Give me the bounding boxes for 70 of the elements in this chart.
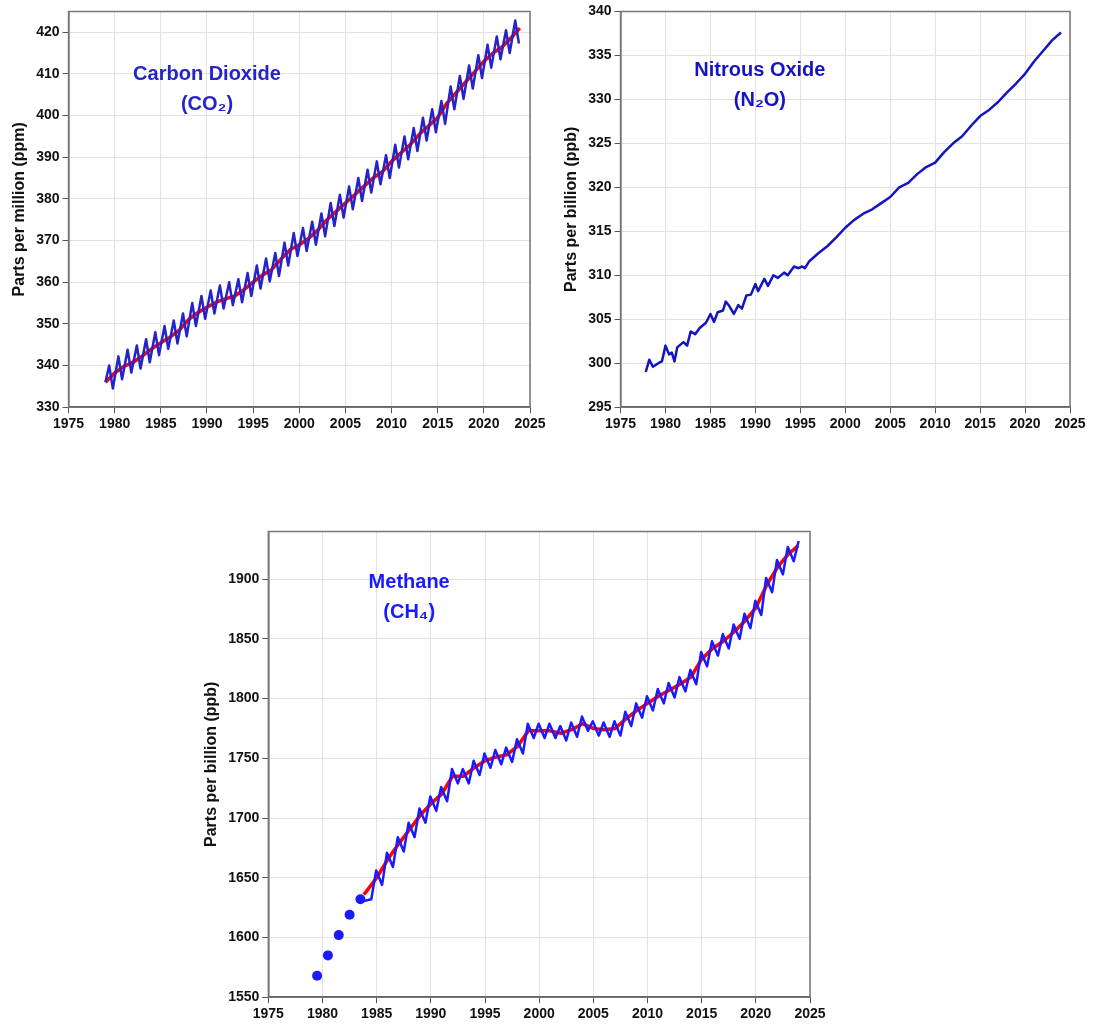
x-tick-label: 2020 [740, 1005, 772, 1022]
y-tick-label: 1650 [228, 868, 260, 885]
x-tick-label: 2020 [468, 415, 500, 432]
y-tick-label: 410 [36, 64, 60, 81]
y-tick-label: 320 [588, 178, 612, 195]
y-tick-label: 1750 [228, 749, 260, 766]
y-tick-label: 310 [588, 266, 612, 283]
x-tick-label: 1995 [784, 415, 817, 432]
x-tick-label: 1975 [52, 415, 85, 432]
y-tick-label: 330 [36, 398, 60, 415]
x-tick-label: 1995 [237, 415, 269, 432]
x-tick-label: 1985 [145, 415, 177, 432]
x-tick-label: 1995 [469, 1005, 501, 1022]
y-tick-label: 1900 [228, 570, 260, 587]
x-tick-label: 1990 [415, 1005, 447, 1022]
y-tick-label: 335 [588, 46, 612, 63]
text: (CO₂) [180, 92, 234, 115]
x-tick-label: 2015 [686, 1005, 718, 1022]
y-tick-label: 370 [36, 231, 60, 248]
x-tick-label: 1980 [99, 415, 131, 432]
y-tick-label: 380 [36, 189, 60, 206]
x-tick-label: 2005 [577, 1005, 610, 1022]
x-tick-label: 2025 [514, 415, 546, 432]
y-axis-title: Parts per million (ppm) [10, 122, 28, 297]
x-tick-label: 2010 [919, 415, 951, 432]
y-tick-label: 1600 [228, 928, 260, 945]
y-tick-label: 330 [588, 90, 612, 107]
y-tick-label: 340 [36, 356, 60, 373]
x-tick-label: 1985 [694, 415, 727, 432]
x-tick-label: 2025 [1054, 415, 1086, 432]
x-tick-label: 2005 [329, 415, 362, 432]
y-tick-label: 360 [36, 273, 60, 290]
y-tick-label: 325 [588, 134, 612, 151]
y-tick-label: 300 [588, 354, 612, 371]
y-tick-label: 1550 [228, 988, 260, 1005]
x-tick-label: 2015 [964, 415, 996, 432]
x-tick-label: 2000 [523, 1005, 555, 1022]
text: Nitrous Oxide [694, 58, 826, 81]
text: Methane [368, 570, 450, 593]
y-axis-title: Parts per billion (ppb) [202, 681, 220, 847]
x-tick-label: 1980 [306, 1005, 339, 1022]
x-tick-label: 2020 [1009, 415, 1041, 432]
x-tick-label: 2005 [874, 415, 906, 432]
text: (CH₄) [383, 600, 436, 623]
text: Carbon Dioxide [133, 62, 281, 85]
y-tick-label: 420 [36, 23, 60, 40]
x-tick-label: 1990 [191, 415, 223, 432]
y-tick-label: 400 [36, 106, 60, 123]
x-tick-label: 2015 [422, 415, 454, 432]
y-tick-label: 295 [588, 398, 612, 415]
y-tick-label: 1850 [228, 629, 260, 646]
x-tick-label: 1985 [361, 1005, 393, 1022]
y-tick-label: 390 [36, 148, 60, 165]
y-tick-label: 350 [36, 314, 60, 331]
text: (N₂O) [733, 88, 786, 111]
y-tick-label: 315 [588, 222, 612, 239]
x-tick-label: 2000 [283, 415, 316, 432]
y-tick-label: 340 [588, 2, 612, 19]
x-tick-label: 1980 [649, 415, 682, 432]
x-tick-label: 1975 [252, 1005, 285, 1022]
y-axis-title: Parts per billion (ppb) [562, 126, 580, 292]
x-tick-label: 2010 [375, 415, 408, 432]
y-tick-label: 1800 [228, 689, 260, 706]
y-tick-label: 1700 [228, 808, 260, 825]
x-tick-label: 1975 [604, 415, 637, 432]
x-tick-label: 2000 [829, 415, 862, 432]
y-tick-label: 305 [588, 310, 612, 327]
x-tick-label: 2010 [631, 1005, 664, 1022]
x-tick-label: 2025 [794, 1005, 826, 1022]
x-tick-label: 1990 [739, 415, 772, 432]
